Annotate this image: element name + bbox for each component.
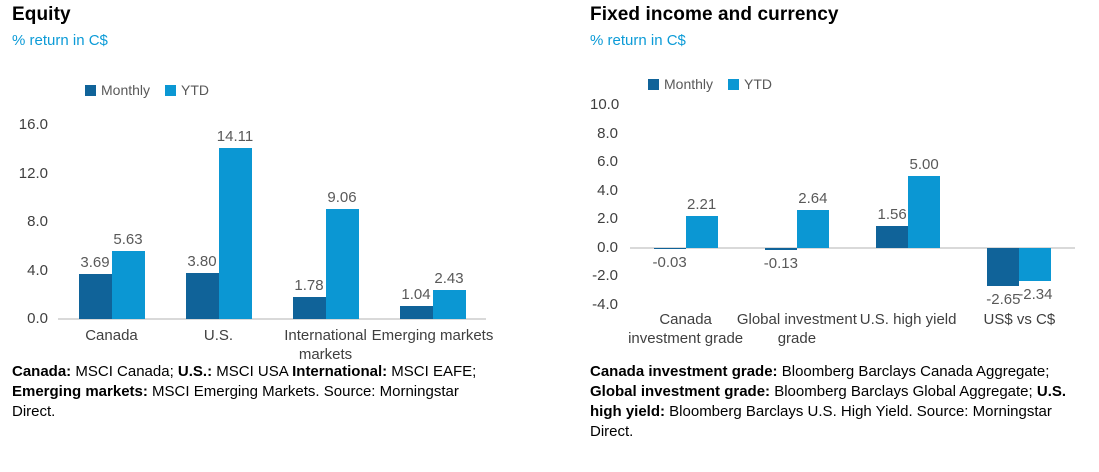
y-tick-label: 10.0 [590, 96, 620, 113]
footnote-text: MSCI USA [212, 363, 293, 380]
category-label: Canada [85, 327, 138, 344]
zero-axis-line [630, 246, 1075, 249]
category-label: U.S. [203, 327, 234, 344]
monthly-swatch-icon [648, 78, 659, 90]
monthly-swatch-icon [85, 84, 96, 96]
ytd-bar [685, 216, 718, 248]
ytd-bar [796, 210, 829, 248]
footnote-bold-term: U.S.: [177, 363, 213, 380]
y-tick-label: 4.0 [597, 181, 618, 199]
fixed-income-chart-title: Fixed income and currency [590, 4, 839, 25]
bar-value-label: 5.63 [113, 230, 143, 248]
y-tick-label: 8.0 [27, 213, 48, 230]
footnote-text: MSCI Canada; [71, 363, 178, 380]
monthly-bar [185, 272, 219, 319]
footnote-text: MSCI EAFE; [387, 363, 477, 380]
bar-value-label: -0.13 [763, 254, 798, 272]
legend-item-monthly: Monthly [648, 76, 713, 92]
y-tick-label: 16.0 [18, 116, 48, 133]
monthly-bar [876, 225, 909, 248]
legend-item-monthly: Monthly [85, 82, 150, 98]
ytd-bar [218, 147, 252, 319]
bar-value-label: 1.56 [877, 205, 907, 223]
equity-legend: Monthly YTD [85, 82, 209, 98]
legend-label-ytd: YTD [744, 76, 773, 92]
y-tick-label: 6.0 [597, 153, 618, 171]
bar-value-label: 2.64 [798, 190, 828, 208]
monthly-bar [399, 306, 433, 319]
ytd-swatch-icon [728, 78, 740, 90]
footnote-text: Bloomberg Barclays Global Aggregate; [770, 383, 1037, 400]
category-label: US$ vs C$ [983, 311, 1056, 328]
footnote-bold-term: Global investment grade: [590, 383, 771, 400]
y-tick-label: 2.0 [597, 210, 618, 228]
equity-chart-panel: Equity % return in C$ Monthly YTD 16.0 12… [12, 0, 550, 472]
bar-value-label: 2.21 [687, 196, 717, 214]
monthly-bar [78, 274, 112, 319]
legend-label-monthly: Monthly [101, 82, 151, 98]
monthly-bar [764, 247, 797, 250]
monthly-bar [653, 247, 686, 249]
fixed-income-footnote: Canada investment grade: Bloomberg Barcl… [590, 362, 1084, 442]
bar-value-label: 1.04 [401, 286, 431, 304]
ytd-bar [432, 289, 466, 319]
legend-label-ytd: YTD [181, 82, 210, 98]
ytd-bar [111, 250, 145, 319]
y-tick-label: 8.0 [597, 124, 618, 142]
footnote-bold-term: International: [292, 363, 388, 380]
ytd-bar [908, 176, 941, 248]
footnote-bold-term: Emerging markets: [12, 383, 148, 400]
category-label: Canada investment grade [628, 311, 744, 347]
equity-footnote: Canada: MSCI Canada; U.S.: MSCI USA Inte… [12, 362, 494, 422]
footnote-bold-term: Canada: [12, 363, 72, 380]
footnote-text: Bloomberg Barclays U.S. High Yield. Sour… [590, 403, 1052, 440]
legend-item-ytd: YTD [165, 82, 209, 98]
equity-chart-title: Equity [12, 4, 71, 25]
footnote-bold-term: Canada investment grade: [590, 363, 778, 380]
category-label: Global investment grade [736, 311, 857, 347]
fixed-income-chart-subtitle: % return in C$ [590, 32, 686, 49]
bar-value-label: 3.69 [80, 254, 110, 272]
bar-value-label: -2.65 [986, 290, 1021, 308]
monthly-bar [292, 297, 326, 319]
y-tick-label: 4.0 [27, 261, 48, 279]
bar-value-label: 2.43 [434, 269, 464, 287]
y-tick-label: 0.0 [27, 310, 48, 327]
footnote-text: Bloomberg Barclays Canada Aggregate; [777, 363, 1050, 380]
ytd-swatch-icon [165, 84, 177, 96]
legend-item-ytd: YTD [728, 76, 772, 92]
category-label: Emerging markets [371, 327, 494, 344]
bar-value-label: -0.03 [652, 253, 687, 271]
equity-chart-subtitle: % return in C$ [12, 32, 108, 49]
bar-value-label: -2.34 [1018, 286, 1053, 304]
y-tick-label: -2.0 [592, 267, 618, 285]
bar-value-label: 1.78 [294, 277, 324, 295]
footnote-text: MSCI Emerging Markets. Source: Morningst… [12, 383, 459, 420]
monthly-bar [987, 247, 1020, 286]
bar-value-label: 3.80 [187, 252, 217, 270]
fixed-income-legend: Monthly YTD [648, 76, 772, 92]
category-label: International markets [284, 327, 367, 363]
y-tick-label: -4.0 [592, 296, 618, 313]
bar-value-label: 14.11 [216, 127, 254, 145]
zero-axis-line [58, 318, 486, 320]
ytd-bar [1019, 247, 1052, 282]
fixed-income-chart-panel: Fixed income and currency % return in C$… [590, 0, 1095, 472]
footnote-bold-term: U.S. high yield: [590, 383, 1067, 420]
y-tick-label: 0.0 [597, 238, 618, 256]
bar-value-label: 5.00 [909, 156, 939, 174]
ytd-bar [325, 209, 359, 319]
y-tick-label: 12.0 [18, 164, 48, 182]
legend-label-monthly: Monthly [664, 76, 714, 92]
bar-value-label: 9.06 [327, 189, 357, 207]
category-label: U.S. high yield [859, 311, 957, 328]
